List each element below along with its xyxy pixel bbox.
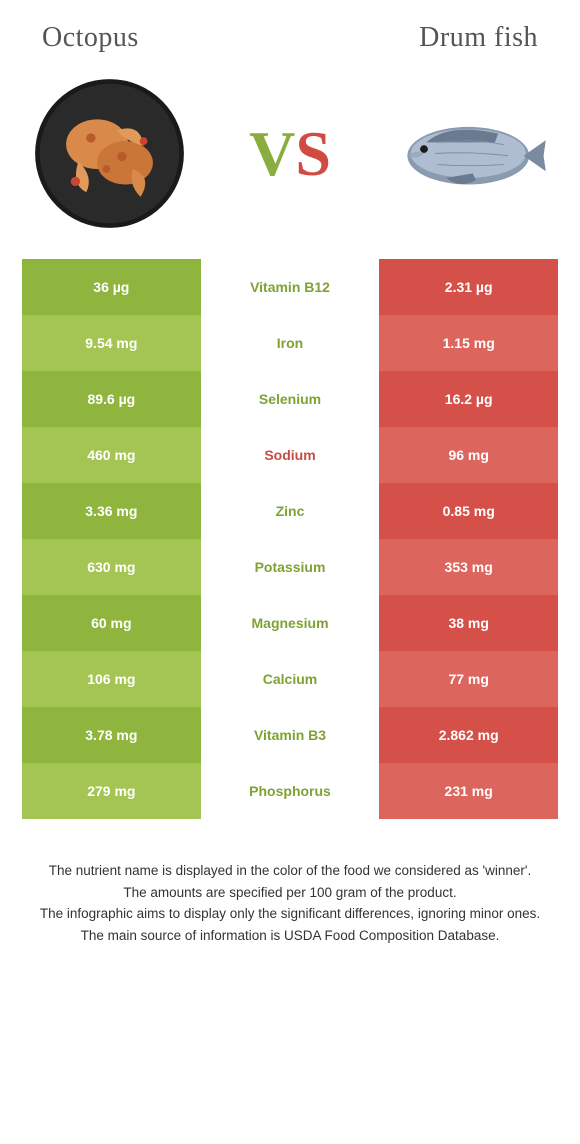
header: Octopus Drum fish — [22, 22, 558, 64]
footnote-line: The main source of information is USDA F… — [28, 926, 552, 946]
table-row: 9.54 mgIron1.15 mg — [22, 315, 558, 371]
left-value: 89.6 µg — [22, 371, 201, 427]
right-value: 77 mg — [379, 651, 558, 707]
vs-v: V — [249, 118, 295, 189]
left-value: 106 mg — [22, 651, 201, 707]
right-value: 1.15 mg — [379, 315, 558, 371]
table-row: 60 mgMagnesium38 mg — [22, 595, 558, 651]
images-row: VS — [22, 64, 558, 259]
footnote-line: The infographic aims to display only the… — [28, 904, 552, 924]
left-value: 460 mg — [22, 427, 201, 483]
nutrient-label: Zinc — [201, 483, 380, 539]
left-value: 3.78 mg — [22, 707, 201, 763]
table-row: 630 mgPotassium353 mg — [22, 539, 558, 595]
right-value: 2.31 µg — [379, 259, 558, 315]
table-row: 3.78 mgVitamin B32.862 mg — [22, 707, 558, 763]
right-value: 38 mg — [379, 595, 558, 651]
left-value: 630 mg — [22, 539, 201, 595]
table-row: 106 mgCalcium77 mg — [22, 651, 558, 707]
nutrient-label: Vitamin B12 — [201, 259, 380, 315]
right-value: 353 mg — [379, 539, 558, 595]
left-value: 36 µg — [22, 259, 201, 315]
right-food-title: Drum fish — [419, 22, 538, 54]
vs-s: S — [295, 118, 331, 189]
footnote-line: The nutrient name is displayed in the co… — [28, 861, 552, 881]
left-value: 3.36 mg — [22, 483, 201, 539]
table-row: 3.36 mgZinc0.85 mg — [22, 483, 558, 539]
right-value: 2.862 mg — [379, 707, 558, 763]
table-row: 89.6 µgSelenium16.2 µg — [22, 371, 558, 427]
drum-fish-image — [393, 76, 548, 231]
nutrient-label: Calcium — [201, 651, 380, 707]
octopus-image — [32, 76, 187, 231]
left-value: 60 mg — [22, 595, 201, 651]
nutrient-label: Iron — [201, 315, 380, 371]
table-row: 279 mgPhosphorus231 mg — [22, 763, 558, 819]
right-value: 96 mg — [379, 427, 558, 483]
right-value: 16.2 µg — [379, 371, 558, 427]
nutrient-label: Selenium — [201, 371, 380, 427]
nutrient-table: 36 µgVitamin B122.31 µg9.54 mgIron1.15 m… — [22, 259, 558, 819]
right-value: 0.85 mg — [379, 483, 558, 539]
footnotes: The nutrient name is displayed in the co… — [22, 819, 558, 945]
nutrient-label: Magnesium — [201, 595, 380, 651]
right-value: 231 mg — [379, 763, 558, 819]
nutrient-label: Phosphorus — [201, 763, 380, 819]
left-food-title: Octopus — [42, 22, 139, 54]
left-value: 279 mg — [22, 763, 201, 819]
table-row: 460 mgSodium96 mg — [22, 427, 558, 483]
nutrient-label: Sodium — [201, 427, 380, 483]
nutrient-label: Potassium — [201, 539, 380, 595]
nutrient-label: Vitamin B3 — [201, 707, 380, 763]
left-value: 9.54 mg — [22, 315, 201, 371]
footnote-line: The amounts are specified per 100 gram o… — [28, 883, 552, 903]
vs-label: VS — [249, 117, 331, 191]
table-row: 36 µgVitamin B122.31 µg — [22, 259, 558, 315]
